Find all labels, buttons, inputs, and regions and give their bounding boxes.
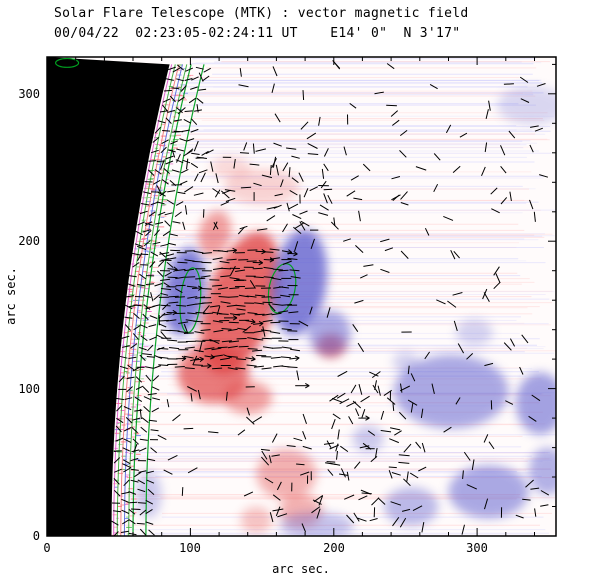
y-tick-label-300: 300 (18, 87, 40, 101)
chart-subtitle: 00/04/22 02:23:05-02:24:11 UT E14' 0" N … (54, 26, 461, 41)
y-tick-label-0: 0 (32, 529, 40, 543)
x-tick-label-100: 100 (179, 541, 201, 555)
y-tick-label-200: 200 (18, 234, 40, 248)
x-axis-label: arc sec. (272, 562, 330, 576)
y-tick-label-100: 100 (18, 382, 40, 396)
x-tick-label-300: 300 (466, 541, 488, 555)
x-tick-label-0: 0 (43, 541, 51, 555)
x-tick-label-200: 200 (323, 541, 345, 555)
y-axis-label: arc sec. (4, 267, 18, 325)
chart-title: Solar Flare Telescope (MTK) : vector mag… (54, 6, 469, 21)
